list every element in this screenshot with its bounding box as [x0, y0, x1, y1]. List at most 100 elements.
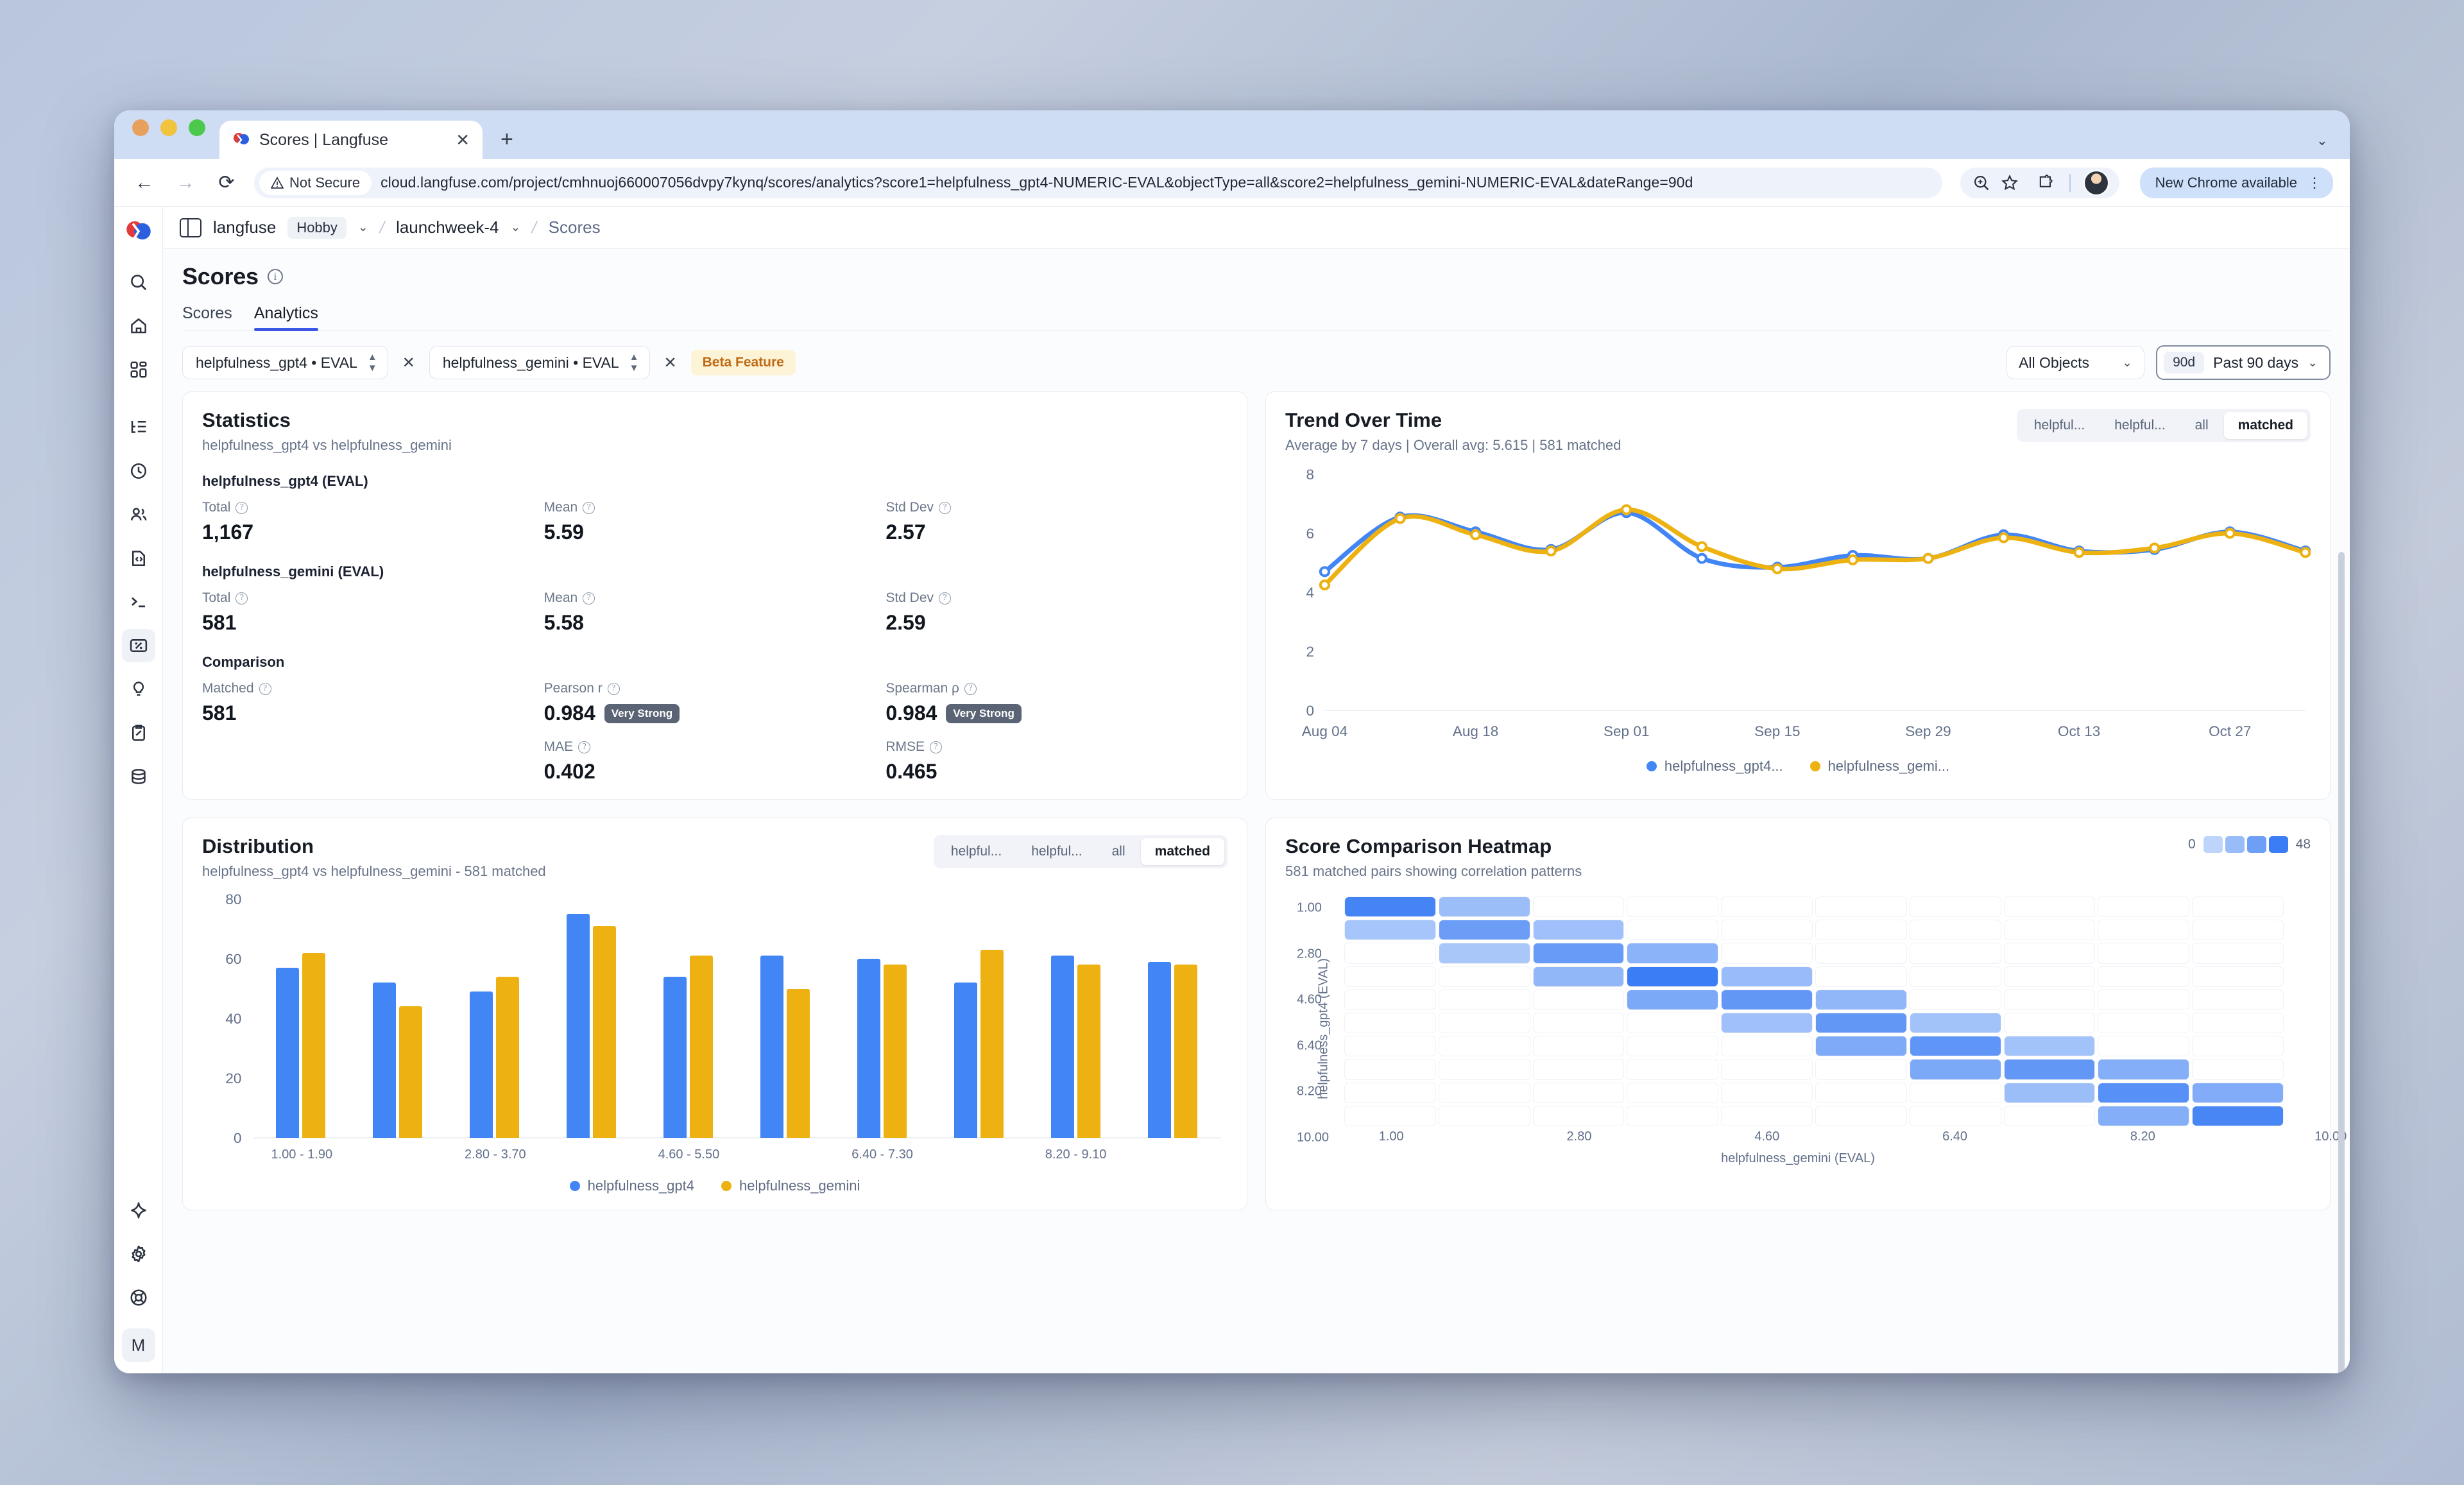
- heatmap-cell[interactable]: [1815, 989, 1907, 1010]
- project-chevron-down-icon[interactable]: ⌄: [510, 221, 521, 234]
- heatmap-cell[interactable]: [1909, 1036, 2001, 1057]
- heatmap-cell[interactable]: [1344, 1105, 1436, 1126]
- maximize-window-button[interactable]: [189, 119, 205, 136]
- bar[interactable]: [1051, 956, 1074, 1138]
- info-icon[interactable]: ?: [578, 741, 591, 753]
- info-icon[interactable]: ?: [235, 501, 248, 514]
- bar[interactable]: [787, 988, 810, 1138]
- heatmap-cell[interactable]: [1532, 943, 1625, 964]
- home-icon[interactable]: [122, 309, 155, 343]
- heatmap-cell[interactable]: [1815, 943, 1907, 964]
- heatmap-cell[interactable]: [1815, 1036, 1907, 1057]
- heatmap-cell[interactable]: [2192, 966, 2284, 987]
- remove-score2-button[interactable]: ✕: [663, 354, 677, 372]
- heatmap-cell[interactable]: [1909, 1013, 2001, 1034]
- heatmap-cell[interactable]: [1438, 1036, 1530, 1057]
- date-range-select[interactable]: 90d Past 90 days ⌄: [2156, 345, 2331, 380]
- object-type-select[interactable]: All Objects ⌄: [2006, 346, 2145, 379]
- heatmap-cell[interactable]: [1909, 920, 2001, 941]
- info-icon[interactable]: ?: [583, 592, 595, 605]
- score2-stepper-icon[interactable]: ▲ ▼: [629, 352, 639, 373]
- heatmap-cell[interactable]: [1909, 1059, 2001, 1080]
- heatmap-cell[interactable]: [1909, 897, 2001, 918]
- heatmap-cell[interactable]: [1815, 1013, 1907, 1034]
- heatmap-cell[interactable]: [1627, 989, 1719, 1010]
- heatmap-cell[interactable]: [1721, 966, 1813, 987]
- heatmap-cell[interactable]: [2192, 989, 2284, 1010]
- bar[interactable]: [857, 959, 880, 1138]
- tab-analytics[interactable]: Analytics: [253, 304, 318, 331]
- heatmap-cell[interactable]: [1815, 1059, 1907, 1080]
- bar[interactable]: [760, 956, 783, 1138]
- tracing-icon[interactable]: [122, 411, 155, 444]
- bar[interactable]: [567, 914, 590, 1138]
- heatmap-cell[interactable]: [1721, 1013, 1813, 1034]
- dist-toggle-matched[interactable]: matched: [1140, 838, 1224, 865]
- heatmap-cell[interactable]: [1815, 897, 1907, 918]
- search-icon[interactable]: [122, 266, 155, 299]
- bar[interactable]: [302, 952, 325, 1138]
- reload-button[interactable]: ⟳: [218, 172, 235, 193]
- heatmap-cell[interactable]: [2192, 1013, 2284, 1034]
- extensions-puzzle-icon[interactable]: [2035, 172, 2057, 194]
- heatmap-cell[interactable]: [1438, 920, 1530, 941]
- bar[interactable]: [1148, 961, 1171, 1138]
- heatmap-cell[interactable]: [1627, 943, 1719, 964]
- bar[interactable]: [1174, 965, 1197, 1138]
- heatmap-cell[interactable]: [1344, 1059, 1436, 1080]
- datasets-icon[interactable]: [122, 760, 155, 793]
- dist-toggle-score2[interactable]: helpful...: [1031, 844, 1082, 859]
- heatmap-cell[interactable]: [1909, 1082, 2001, 1103]
- heatmap-cell[interactable]: [2098, 966, 2190, 987]
- heatmap-cell[interactable]: [2192, 920, 2284, 941]
- back-button[interactable]: ←: [135, 171, 154, 193]
- breadcrumb-page[interactable]: Scores: [548, 218, 601, 237]
- info-icon[interactable]: ?: [607, 682, 620, 695]
- heatmap-cell[interactable]: [1438, 897, 1530, 918]
- info-icon[interactable]: ?: [939, 592, 952, 605]
- tab-scores[interactable]: Scores: [182, 304, 232, 322]
- ideas-bulb-icon[interactable]: [122, 673, 155, 706]
- tab-list-chevron-icon[interactable]: ⌄: [2316, 132, 2328, 148]
- heatmap-cell[interactable]: [2098, 1036, 2190, 1057]
- langfuse-logo-icon[interactable]: [125, 217, 152, 244]
- bar[interactable]: [593, 925, 616, 1138]
- heatmap-cell[interactable]: [1532, 897, 1625, 918]
- bar[interactable]: [399, 1006, 422, 1138]
- info-icon[interactable]: ?: [939, 501, 952, 514]
- heatmap-cell[interactable]: [1438, 1013, 1530, 1034]
- bar[interactable]: [690, 956, 713, 1138]
- heatmap-cell[interactable]: [1344, 920, 1436, 941]
- breadcrumb-project[interactable]: launchweek-4: [396, 218, 499, 237]
- heatmap-cell[interactable]: [2003, 1105, 2096, 1126]
- browser-menu-button[interactable]: ⋮: [2307, 174, 2322, 191]
- dist-toggle-score1[interactable]: helpful...: [950, 844, 1002, 859]
- heatmap-cell[interactable]: [1532, 1082, 1625, 1103]
- heatmap-cell[interactable]: [1532, 1036, 1625, 1057]
- bar[interactable]: [1077, 965, 1100, 1138]
- heatmap-cell[interactable]: [1532, 1059, 1625, 1080]
- heatmap-cell[interactable]: [2003, 943, 2096, 964]
- heatmap-cell[interactable]: [2192, 1036, 2284, 1057]
- heatmap-cell[interactable]: [1344, 897, 1436, 918]
- heatmap-cell[interactable]: [1721, 989, 1813, 1010]
- heatmap-cell[interactable]: [1532, 1105, 1625, 1126]
- heatmap-cell[interactable]: [2098, 989, 2190, 1010]
- heatmap-cell[interactable]: [1721, 1059, 1813, 1080]
- trend-toggle-matched[interactable]: matched: [2223, 412, 2307, 439]
- close-window-button[interactable]: [132, 119, 149, 136]
- heatmap-cell[interactable]: [2003, 920, 2096, 941]
- heatmap-cell[interactable]: [1344, 989, 1436, 1010]
- close-tab-button[interactable]: ✕: [456, 130, 470, 150]
- heatmap-cell[interactable]: [1627, 1036, 1719, 1057]
- heatmap-cell[interactable]: [1438, 1059, 1530, 1080]
- heatmap-cell[interactable]: [1721, 920, 1813, 941]
- score1-stepper-icon[interactable]: ▲ ▼: [367, 352, 377, 373]
- heatmap-cell[interactable]: [2192, 1082, 2284, 1103]
- heatmap-cell[interactable]: [1627, 920, 1719, 941]
- heatmap-cell[interactable]: [1627, 1059, 1719, 1080]
- bar[interactable]: [954, 983, 977, 1138]
- new-tab-button[interactable]: +: [501, 127, 513, 151]
- bar[interactable]: [884, 965, 907, 1138]
- heatmap-cell[interactable]: [2003, 1059, 2096, 1080]
